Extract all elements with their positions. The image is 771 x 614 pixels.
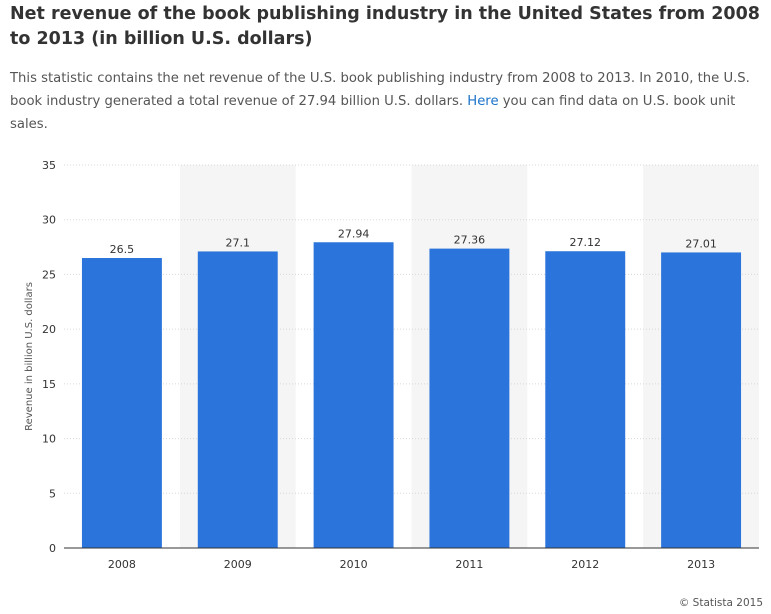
y-tick-label: 10 [42,433,56,446]
y-tick-label: 15 [42,378,56,391]
x-tick-label: 2013 [687,558,715,571]
x-tick-label: 2011 [455,558,483,571]
x-tick-label: 2008 [108,558,136,571]
data-label: 26.5 [110,243,135,256]
data-labels: 26.5 27.1 27.94 27.36 27.12 27.01 [110,227,717,256]
copyright-credit: © Statista 2015 [678,597,763,609]
bar[interactable] [429,248,510,548]
x-axis-ticks: 2008 2009 2010 2011 2012 2013 [108,558,715,571]
bar[interactable] [661,252,742,549]
y-axis-label: Revenue in billion U.S. dollars [24,282,35,431]
data-label: 27.12 [570,236,602,249]
x-tick-label: 2009 [224,558,252,571]
y-axis-ticks: 0 5 10 15 20 25 30 35 [42,159,56,555]
grid-lines [64,164,759,494]
y-tick-label: 35 [42,159,56,172]
bar[interactable] [81,258,162,548]
y-tick-label: 20 [42,323,56,336]
y-tick-label: 5 [49,487,56,500]
x-tick-label: 2012 [571,558,599,571]
page-title: Net revenue of the book publishing indus… [10,4,760,49]
y-tick-label: 30 [42,214,56,227]
data-label: 27.94 [338,227,370,240]
bars [81,242,742,549]
y-tick-label: 0 [49,542,56,555]
x-tick-label: 2010 [340,558,368,571]
description-text-end: you can find data on U.S. book unit sale… [10,94,736,132]
data-label: 27.1 [226,236,251,249]
bar[interactable] [197,251,278,548]
bar-chart: 0 5 10 15 20 25 30 35 26.5 27.1 27.94 27.36 27.12 27… [24,159,759,571]
bar[interactable] [545,251,626,548]
data-label: 27.01 [685,237,717,250]
unit-sales-link[interactable]: Here [467,94,499,109]
bar[interactable] [313,242,394,548]
description-text: This statistic contains the net revenue … [10,71,750,109]
data-label: 27.36 [454,234,486,247]
chart-description: This statistic contains the net revenue … [10,67,765,136]
y-tick-label: 25 [42,268,56,281]
